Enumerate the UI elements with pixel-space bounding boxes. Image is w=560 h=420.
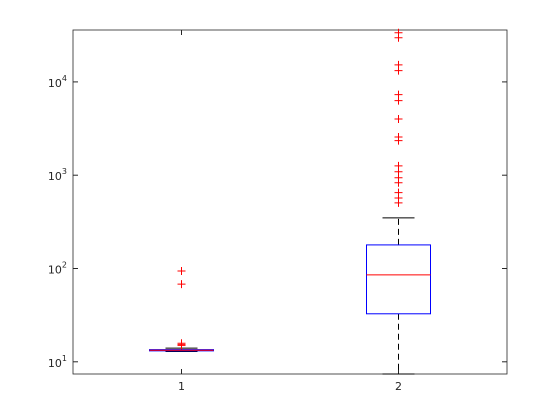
- outlier: [394, 136, 403, 145]
- y-tick-label: 103: [48, 167, 67, 184]
- outlier: [394, 178, 403, 187]
- outlier: [177, 280, 186, 289]
- outlier: [177, 267, 186, 276]
- x-tick-label: 2: [395, 380, 402, 393]
- y-tick-label: 101: [48, 353, 67, 370]
- outlier: [394, 66, 403, 75]
- y-tick-label: 102: [48, 260, 67, 277]
- y-tick-label: 104: [48, 73, 67, 90]
- outlier: [394, 115, 403, 124]
- plot-area: [72, 29, 508, 375]
- x-tick-label: 1: [178, 380, 185, 393]
- outlier: [394, 33, 403, 42]
- outlier: [394, 96, 403, 105]
- outlier: [394, 198, 403, 207]
- outlier: [177, 341, 186, 350]
- box: [366, 244, 431, 315]
